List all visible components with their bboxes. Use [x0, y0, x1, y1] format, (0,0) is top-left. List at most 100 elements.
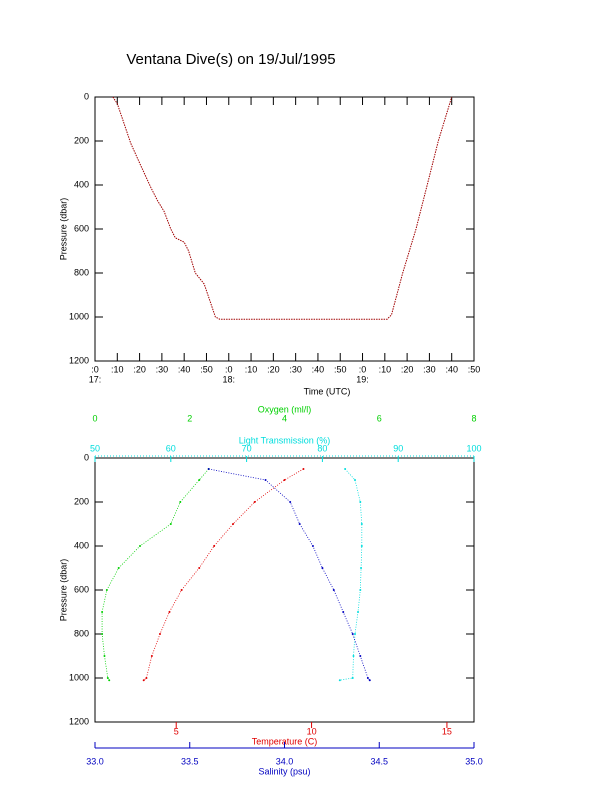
x-tick-label: :50: [200, 364, 213, 374]
profile-point: [342, 611, 345, 613]
y-tick-label: 1000: [69, 672, 89, 682]
x-tick-label: :50: [334, 364, 347, 374]
y-axis-label: Pressure (dbar): [58, 198, 68, 261]
profile-point: [106, 677, 109, 679]
y-tick-label: 0: [84, 452, 89, 462]
x-hour-label: 18:: [223, 374, 236, 384]
profile-point: [298, 523, 301, 525]
profile-point: [353, 479, 356, 481]
profile-point: [117, 567, 120, 569]
x-tick-label: :20: [401, 364, 414, 374]
profile-point: [289, 501, 292, 503]
profile-point: [101, 633, 104, 635]
profile-point: [352, 655, 355, 657]
x-tick-label: 6: [377, 413, 382, 423]
chart-title: Ventana Dive(s) on 19/Jul/1995: [126, 51, 335, 68]
y-tick-label: 1200: [69, 355, 89, 365]
axis-title: Oxygen (ml/l): [258, 404, 312, 414]
x-axis-label: Time (UTC): [304, 386, 351, 396]
y-tick-label: 200: [74, 496, 89, 506]
axis-title: Salinity (psu): [258, 766, 310, 776]
profile-point: [353, 633, 356, 635]
profile-point: [283, 479, 286, 481]
x-tick-label: :40: [178, 364, 191, 374]
y-tick-label: 1000: [69, 311, 89, 321]
profile-point: [332, 589, 335, 591]
profile-point: [360, 567, 363, 569]
profile-point: [142, 679, 145, 682]
x-hour-label: 17:: [89, 374, 102, 384]
x-tick-label: 35.0: [465, 756, 483, 766]
x-tick-label: 2: [187, 413, 192, 423]
profile-point: [351, 677, 354, 679]
x-tick-label: :0: [225, 364, 233, 374]
x-tick-label: 10: [307, 726, 317, 736]
profile-point: [105, 589, 108, 591]
x-tick-label: :20: [133, 364, 146, 374]
profile-point: [311, 545, 314, 547]
x-tick-label: 0: [92, 413, 97, 423]
x-tick-label: :10: [245, 364, 258, 374]
x-tick-label: 50: [90, 443, 100, 453]
x-tick-label: :40: [312, 364, 325, 374]
x-tick-label: 100: [466, 443, 481, 453]
profile-point: [359, 655, 362, 657]
y-axis-label: Pressure (dbar): [58, 559, 68, 622]
x-tick-label: 33.0: [86, 756, 104, 766]
profile-trace: [143, 468, 304, 681]
y-tick-label: 800: [74, 267, 89, 277]
profile-point: [321, 567, 324, 569]
profile-point: [108, 679, 111, 682]
y-tick-label: 800: [74, 628, 89, 638]
x-tick-label: 34.5: [370, 756, 388, 766]
profile-point: [338, 679, 341, 682]
x-tick-label: 5: [174, 726, 179, 736]
x-tick-label: :30: [423, 364, 436, 374]
profile-point: [198, 479, 201, 481]
profile-trace: [101, 468, 210, 681]
profile-point: [213, 545, 216, 547]
profile-point: [180, 589, 183, 591]
x-tick-label: 15: [442, 726, 452, 736]
profile-point: [253, 501, 256, 503]
profile-point: [150, 655, 153, 657]
x-tick-label: :50: [468, 364, 481, 374]
x-tick-label: :0: [359, 364, 367, 374]
profile-point: [359, 589, 362, 591]
profile-trace: [339, 468, 363, 681]
profile-point: [168, 611, 171, 613]
dive-trace: [112, 96, 453, 320]
profile-point: [198, 567, 201, 569]
x-tick-label: 8: [471, 413, 476, 423]
x-tick-label: :10: [111, 364, 124, 374]
x-tick-label: 4: [282, 413, 287, 423]
profile-point: [145, 677, 148, 679]
x-tick-label: 80: [317, 443, 327, 453]
x-hour-label: 19:: [356, 374, 369, 384]
x-tick-label: :30: [156, 364, 169, 374]
x-tick-label: :20: [267, 364, 280, 374]
profile-point: [344, 468, 347, 470]
profile-point: [366, 677, 369, 679]
profile-point: [179, 501, 182, 503]
profile-point: [169, 523, 172, 525]
x-tick-label: 60: [166, 443, 176, 453]
profile-point: [360, 523, 363, 525]
profile-point: [232, 523, 235, 525]
profile-point: [360, 545, 363, 547]
profile-point: [101, 611, 104, 613]
y-tick-label: 400: [74, 179, 89, 189]
y-tick-label: 0: [84, 91, 89, 101]
y-tick-label: 200: [74, 135, 89, 145]
axis-title: Light Transmission (%): [239, 435, 331, 445]
profile-point: [264, 479, 267, 481]
profile-point: [359, 501, 362, 503]
profile-point: [302, 468, 305, 470]
profile-point: [103, 655, 106, 657]
y-tick-label: 600: [74, 223, 89, 233]
x-tick-label: 90: [393, 443, 403, 453]
x-tick-label: :30: [289, 364, 302, 374]
profile-point: [351, 633, 354, 635]
